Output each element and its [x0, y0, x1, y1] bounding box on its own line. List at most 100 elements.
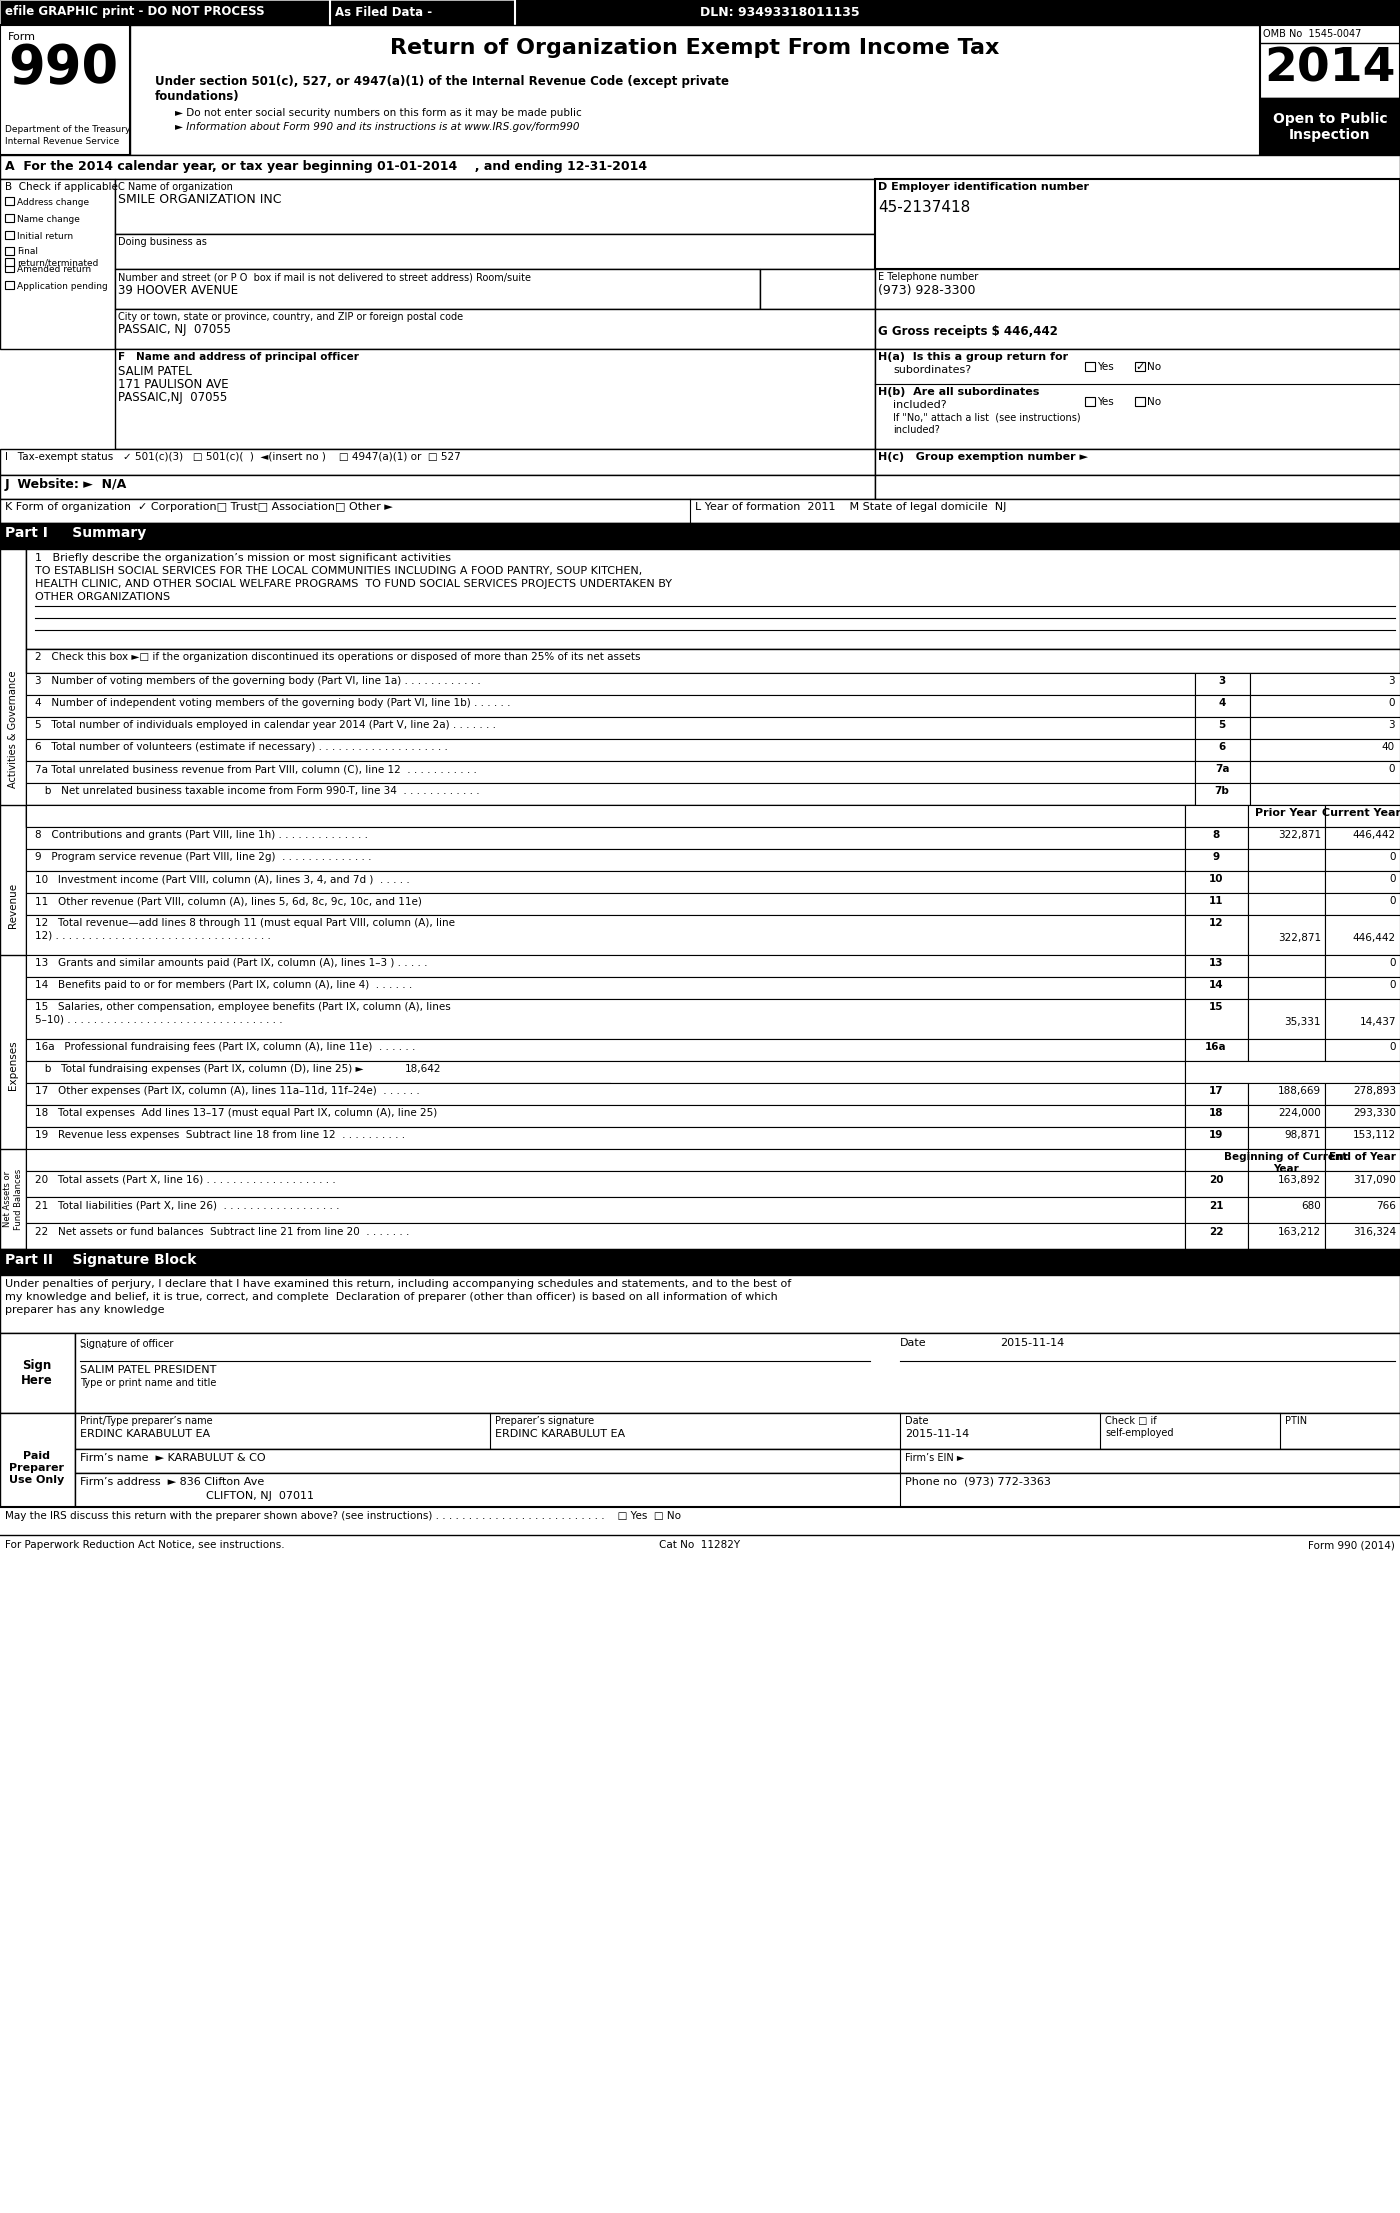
Bar [1196, 673, 1250, 695]
Text: 40: 40 [1382, 741, 1394, 752]
Text: City or town, state or province, country, and ZIP or foreign postal code: City or town, state or province, country… [118, 312, 463, 323]
Text: 21   Total liabilities (Part X, line 26)  . . . . . . . . . . . . . . . . . .: 21 Total liabilities (Part X, line 26) .… [35, 1202, 339, 1211]
Text: Cat No  11282Y: Cat No 11282Y [659, 1540, 741, 1549]
Bar [0, 0, 1400, 24]
Text: Sign
Here: Sign Here [21, 1359, 53, 1388]
Bar [1184, 850, 1247, 872]
Bar [0, 956, 27, 1175]
Bar [330, 0, 515, 24]
Text: PASSAIC, NJ  07055: PASSAIC, NJ 07055 [118, 323, 231, 336]
Text: Under section 501(c), 527, or 4947(a)(1) of the Internal Revenue Code (except pr: Under section 501(c), 527, or 4947(a)(1)… [155, 75, 729, 89]
Text: 0: 0 [1389, 958, 1396, 967]
Bar [1324, 914, 1400, 956]
Text: 14: 14 [1208, 980, 1224, 989]
Text: Yes: Yes [1098, 396, 1114, 407]
Text: CLIFTON, NJ  07011: CLIFTON, NJ 07011 [80, 1492, 314, 1500]
Text: 9: 9 [1212, 852, 1219, 863]
Text: 766: 766 [1376, 1202, 1396, 1211]
Bar [1184, 914, 1247, 956]
Text: C Name of organization: C Name of organization [118, 181, 232, 193]
Text: subordinates?: subordinates? [893, 365, 972, 374]
Text: Form 990 (2014): Form 990 (2014) [1308, 1540, 1394, 1549]
Text: D Employer identification number: D Employer identification number [878, 181, 1089, 193]
Bar [115, 179, 875, 235]
Bar [0, 1248, 1400, 1275]
Bar [1260, 97, 1400, 155]
Text: 20   Total assets (Part X, line 16) . . . . . . . . . . . . . . . . . . . .: 20 Total assets (Part X, line 16) . . . … [35, 1175, 336, 1184]
Bar [27, 717, 1196, 739]
Bar [27, 894, 1184, 914]
Text: 163,892: 163,892 [1278, 1175, 1322, 1184]
Text: TO ESTABLISH SOCIAL SERVICES FOR THE LOCAL COMMUNITIES INCLUDING A FOOD PANTRY, : TO ESTABLISH SOCIAL SERVICES FOR THE LOC… [35, 567, 643, 575]
Bar [1085, 363, 1095, 372]
Text: Under penalties of perjury, I declare that I have examined this return, includin: Under penalties of perjury, I declare th… [6, 1279, 791, 1288]
Bar [27, 648, 1400, 673]
Bar [27, 1224, 1184, 1248]
Bar [1247, 1126, 1324, 1149]
Text: ........: ........ [80, 1339, 112, 1350]
Text: 293,330: 293,330 [1352, 1109, 1396, 1118]
Text: Activities & Governance: Activities & Governance [8, 671, 18, 788]
Text: 7a: 7a [1215, 763, 1229, 775]
Text: 9   Program service revenue (Part VIII, line 2g)  . . . . . . . . . . . . . .: 9 Program service revenue (Part VIII, li… [35, 852, 371, 863]
Bar [27, 761, 1196, 783]
Text: 316,324: 316,324 [1352, 1226, 1396, 1237]
Text: DLN: 93493318011135: DLN: 93493318011135 [700, 4, 860, 18]
Text: May the IRS discuss this return with the preparer shown above? (see instructions: May the IRS discuss this return with the… [6, 1511, 680, 1520]
Bar [0, 1412, 76, 1523]
Bar [875, 476, 1400, 498]
Bar [1184, 1082, 1247, 1104]
Text: 322,871: 322,871 [1278, 934, 1322, 943]
Bar [1324, 894, 1400, 914]
Bar [76, 1450, 1400, 1474]
Text: return/terminated: return/terminated [17, 259, 98, 268]
Bar [1250, 717, 1400, 739]
Text: 10: 10 [1208, 874, 1224, 883]
Bar [1250, 761, 1400, 783]
Text: ► Information about Form 990 and its instructions is at www.IRS.gov/form990: ► Information about Form 990 and its ins… [175, 122, 580, 133]
Text: Beginning of Current
Year: Beginning of Current Year [1225, 1153, 1348, 1173]
Bar [1135, 396, 1145, 405]
Text: ✓: ✓ [1135, 363, 1144, 372]
Text: 22   Net assets or fund balances  Subtract line 21 from line 20  . . . . . . .: 22 Net assets or fund balances Subtract … [35, 1226, 409, 1237]
Text: I   Tax-exempt status   ✓ 501(c)(3)   □ 501(c)(  )  ◄(insert no )    □ 4947(a)(1: I Tax-exempt status ✓ 501(c)(3) □ 501(c)… [6, 451, 461, 463]
Text: H(a)  Is this a group return for: H(a) Is this a group return for [878, 352, 1068, 363]
Bar [1247, 1104, 1324, 1126]
Text: 12: 12 [1208, 918, 1224, 927]
Bar [0, 1275, 1400, 1332]
Bar [1184, 1197, 1247, 1224]
Text: 18   Total expenses  Add lines 13–17 (must equal Part IX, column (A), line 25): 18 Total expenses Add lines 13–17 (must … [35, 1109, 437, 1118]
Text: Firm’s EIN ►: Firm’s EIN ► [904, 1454, 965, 1463]
Text: 8   Contributions and grants (Part VIII, line 1h) . . . . . . . . . . . . . .: 8 Contributions and grants (Part VIII, l… [35, 830, 368, 841]
Text: 0: 0 [1389, 1042, 1396, 1051]
Text: Initial return: Initial return [17, 232, 73, 241]
Bar [1247, 850, 1324, 872]
Text: 3: 3 [1389, 719, 1394, 730]
Bar [1184, 998, 1247, 1038]
Text: 3: 3 [1218, 675, 1225, 686]
Text: Print/Type preparer’s name: Print/Type preparer’s name [80, 1416, 213, 1425]
Text: Department of the Treasury: Department of the Treasury [6, 124, 130, 135]
Text: SALIM PATEL PRESIDENT: SALIM PATEL PRESIDENT [80, 1365, 217, 1374]
Text: 15: 15 [1208, 1002, 1224, 1011]
Text: efile GRAPHIC print - DO NOT PROCESS: efile GRAPHIC print - DO NOT PROCESS [6, 4, 265, 18]
Text: b   Net unrelated business taxable income from Form 990-T, line 34  . . . . . . : b Net unrelated business taxable income … [35, 786, 480, 797]
Text: 446,442: 446,442 [1352, 830, 1396, 841]
Bar [0, 498, 1400, 522]
Text: 680: 680 [1301, 1202, 1322, 1211]
Text: 39 HOOVER AVENUE: 39 HOOVER AVENUE [118, 283, 238, 297]
Bar [1184, 1171, 1247, 1197]
Text: 2015-11-14: 2015-11-14 [904, 1430, 969, 1438]
Bar [27, 806, 1196, 828]
Bar [1324, 1126, 1400, 1149]
Text: Number and street (or P O  box if mail is not delivered to street address) Room/: Number and street (or P O box if mail is… [118, 272, 531, 281]
Bar [130, 24, 1260, 155]
Text: 2015-11-14: 2015-11-14 [1000, 1339, 1064, 1348]
Bar [27, 1149, 1184, 1171]
Text: OTHER ORGANIZATIONS: OTHER ORGANIZATIONS [35, 593, 171, 602]
Text: Return of Organization Exempt From Income Tax: Return of Organization Exempt From Incom… [391, 38, 1000, 58]
Text: b   Total fundraising expenses (Part IX, column (D), line 25) ►: b Total fundraising expenses (Part IX, c… [35, 1064, 364, 1073]
Bar [1247, 894, 1324, 914]
Bar [760, 270, 875, 310]
Text: As Filed Data -: As Filed Data - [335, 4, 433, 18]
